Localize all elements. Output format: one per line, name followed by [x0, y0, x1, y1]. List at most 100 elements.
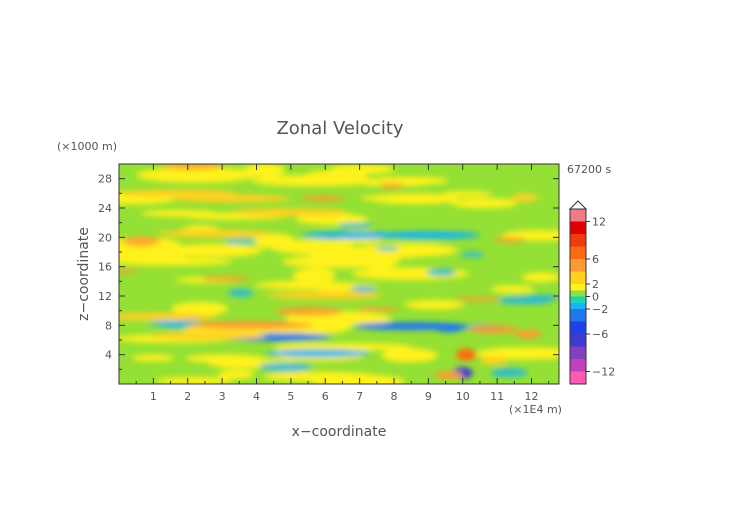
colorbar-segment [570, 246, 586, 259]
yellow-patch [441, 191, 493, 198]
y-axis-title: z−coordinate [76, 227, 92, 321]
plot-frame [118, 163, 560, 385]
yellow-patch [292, 268, 336, 283]
cyan-patch [227, 288, 254, 297]
cyan-patch [426, 268, 457, 277]
x-tick-label: 1 [150, 390, 157, 403]
cyan-patch [490, 367, 528, 378]
yellow-patch [155, 376, 233, 384]
yellow-patch [490, 285, 535, 293]
colorbar-segment [570, 346, 586, 359]
x-tick-label: 8 [391, 390, 398, 403]
yellow-patch [296, 213, 369, 225]
yellow-patch [218, 369, 255, 380]
yellow-patch [354, 243, 458, 258]
velocity-feature [435, 371, 463, 380]
y-unit-label: (×1000 m) [57, 140, 117, 153]
colorbar-segment [570, 309, 586, 322]
colorbar-segment [570, 271, 586, 284]
colorbar-segment [570, 302, 586, 309]
time-label: 67200 s [567, 163, 611, 176]
velocity-feature [150, 331, 267, 340]
velocity-feature [267, 291, 384, 300]
cyan-patch [337, 222, 373, 229]
colorbar-tick-label: −2 [592, 303, 608, 316]
x-tick-label: 12 [525, 390, 539, 403]
orange-patch [379, 182, 404, 189]
colorbar-segment [570, 284, 586, 291]
yellow-patch [282, 255, 398, 269]
y-tick-label: 20 [98, 231, 112, 244]
y-tick-label: 4 [105, 349, 112, 362]
yellow-patch [521, 272, 559, 283]
x-tick-label: 10 [456, 390, 470, 403]
x-tick-label: 11 [490, 390, 504, 403]
y-tick-label: 28 [98, 173, 112, 186]
yellow-patch [475, 347, 559, 360]
x-tick-label: 6 [322, 390, 329, 403]
yellow-patch [360, 194, 458, 202]
cyan-patch [258, 362, 312, 372]
orange-patch [161, 164, 224, 170]
x-tick-label: 4 [253, 390, 260, 403]
y-tick-label: 24 [98, 202, 112, 215]
cyan-patch [524, 295, 559, 302]
colorbar-segment [570, 296, 586, 303]
orange-patch [119, 269, 141, 274]
yellow-patch [171, 169, 215, 176]
yellow-patch [299, 343, 412, 351]
y-tick-label: 16 [98, 261, 112, 274]
velocity-feature [185, 321, 314, 330]
colorbar-extension-arrow [568, 200, 588, 210]
cyan-patch [460, 252, 485, 258]
x-tick-label: 2 [184, 390, 191, 403]
colorbar-segment [570, 259, 586, 272]
x-tick-label: 5 [287, 390, 294, 403]
colorbar-segment [570, 334, 586, 347]
yellow-patch [164, 243, 263, 258]
yellow-patch [450, 198, 518, 209]
velocity-feature [232, 208, 349, 217]
yellow-patch [261, 282, 379, 290]
velocity-feature [174, 194, 291, 203]
colorbar-segment [570, 290, 586, 297]
velocity-feature [300, 231, 405, 240]
orange-patch [122, 236, 161, 247]
orange-patch [453, 296, 501, 302]
cyan-patch [375, 246, 400, 251]
colorbar: 12 6 20−2 −6 −12 [568, 200, 615, 385]
yellow-patch [131, 354, 175, 362]
velocity-feature [157, 229, 274, 238]
yellow-patch [171, 301, 229, 316]
orange-patch [493, 237, 527, 243]
y-tick-label: 12 [98, 290, 112, 303]
yellow-patch [270, 239, 355, 255]
orange-patch [300, 195, 345, 202]
x-axis-title: x−coordinate [292, 424, 387, 440]
x-unit-label: (×1E4 m) [509, 403, 562, 416]
colorbar-segment [570, 359, 586, 372]
colorbar-tick-label: −6 [592, 328, 608, 341]
x-tick-label: 9 [425, 390, 432, 403]
x-tick-label: 3 [219, 390, 226, 403]
velocity-feature [266, 349, 371, 358]
colorbar-segment [570, 371, 586, 384]
contour-field [119, 164, 559, 384]
orange-patch [275, 306, 344, 317]
velocity-feature [119, 312, 219, 321]
yellow-patch [381, 348, 438, 363]
velocity-feature [479, 356, 508, 365]
colorbar-segment [570, 209, 586, 222]
colorbar-segment [570, 234, 586, 247]
colorbar-tick-label: −12 [592, 366, 615, 379]
colorbar-tick-label: 0 [592, 291, 599, 304]
y-tick-label: 8 [105, 319, 112, 332]
velocity-feature [456, 348, 477, 361]
cyan-patch [351, 285, 377, 292]
orange-patch [468, 324, 517, 334]
x-tick-label: 7 [356, 390, 363, 403]
velocity-feature [435, 324, 463, 333]
colorbar-segment [570, 321, 586, 334]
